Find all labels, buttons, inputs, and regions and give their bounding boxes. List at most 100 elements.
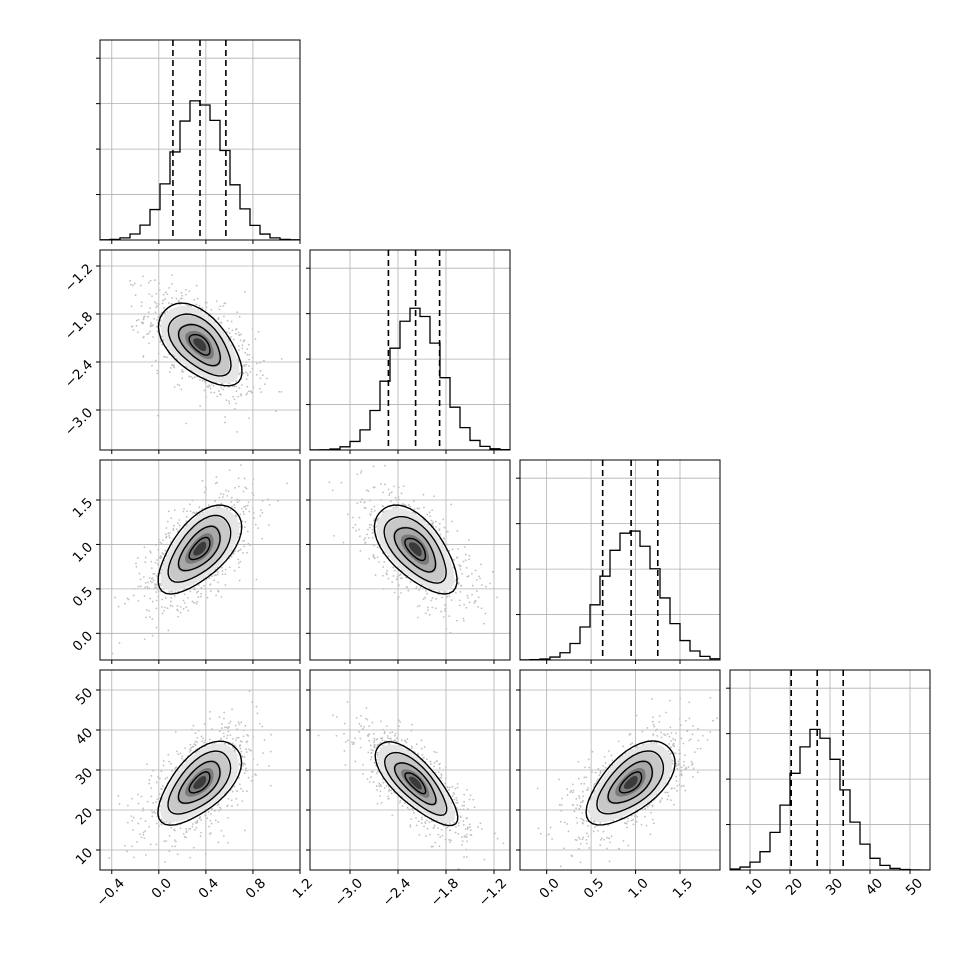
scatter-point: [242, 510, 245, 513]
scatter-point: [406, 738, 409, 741]
scatter-point: [176, 604, 179, 607]
scatter-point: [126, 804, 129, 807]
scatter-point: [586, 832, 588, 835]
scatter-point: [356, 473, 359, 476]
scatter-point: [398, 498, 400, 501]
scatter-point: [431, 509, 434, 512]
scatter-point: [578, 795, 580, 797]
scatter-point: [471, 584, 474, 587]
scatter-point: [154, 561, 157, 564]
scatter-point: [410, 818, 413, 820]
scatter-point: [159, 557, 162, 560]
scatter-point: [247, 734, 250, 737]
scatter-point: [195, 511, 198, 514]
scatter-point: [224, 302, 227, 305]
scatter-point: [217, 841, 220, 844]
scatter-point: [438, 845, 441, 847]
scatter-point: [356, 502, 359, 504]
scatter-point: [444, 607, 447, 610]
scatter-point: [151, 581, 153, 584]
scatter-point: [369, 758, 372, 761]
scatter-point: [448, 595, 451, 598]
scatter-point: [173, 524, 175, 527]
scatter-point: [465, 848, 468, 851]
scatter-point: [226, 805, 228, 808]
scatter-point: [150, 795, 153, 798]
scatter-point: [244, 763, 247, 766]
scatter-point: [239, 371, 242, 374]
scatter-point: [679, 697, 682, 700]
scatter-point: [679, 724, 682, 727]
scatter-point: [420, 739, 423, 742]
scatter-point: [441, 834, 444, 837]
scatter-point: [181, 377, 184, 380]
scatter-point: [373, 745, 375, 748]
scatter-point: [181, 755, 184, 758]
scatter-point: [218, 730, 221, 733]
scatter-point: [224, 742, 226, 745]
scatter-point: [456, 782, 459, 785]
scatter-point: [226, 331, 228, 334]
scatter-point: [139, 578, 142, 581]
scatter-point: [189, 590, 192, 593]
scatter-point: [143, 546, 146, 549]
scatter-point: [239, 560, 242, 563]
scatter-point: [227, 386, 230, 388]
scatter-point: [154, 359, 157, 362]
scatter-point: [130, 325, 133, 328]
scatter-point: [462, 560, 465, 563]
scatter-point: [142, 576, 145, 578]
scatter-point: [466, 870, 468, 872]
scatter-point: [370, 751, 373, 754]
scatter-point: [248, 353, 251, 356]
scatter-point: [192, 724, 195, 727]
scatter-point: [162, 299, 164, 302]
scatter-point: [226, 734, 229, 737]
scatter-point: [407, 589, 410, 592]
hist-panel-p1: [306, 249, 511, 454]
scatter-point: [489, 582, 492, 585]
scatter-point: [156, 798, 159, 801]
scatter-point: [252, 506, 254, 509]
scatter-point: [137, 331, 139, 334]
scatter-point: [248, 417, 250, 420]
scatter-point: [129, 283, 132, 286]
scatter-point: [224, 726, 226, 729]
scatter-point: [238, 334, 241, 337]
scatter-point: [617, 740, 620, 743]
scatter-point: [157, 352, 160, 355]
scatter-point: [442, 518, 445, 521]
scatter-point: [149, 843, 152, 846]
scatter-point: [373, 739, 376, 742]
scatter-point: [468, 872, 470, 874]
scatter-point: [185, 831, 188, 834]
scatter-point: [248, 358, 251, 361]
scatter-point: [185, 422, 188, 425]
scatter-point: [483, 858, 486, 861]
density-fill: [193, 541, 207, 556]
scatter-point: [155, 822, 158, 825]
scatter-point: [161, 612, 164, 615]
scatter-point: [599, 772, 602, 774]
scatter-point: [358, 730, 360, 733]
scatter-point: [208, 825, 211, 828]
scatter-point: [132, 284, 134, 287]
scatter-point: [585, 820, 588, 823]
scatter-point: [221, 723, 223, 725]
scatter-point: [491, 570, 494, 573]
scatter-point: [361, 498, 363, 501]
scatter-point: [238, 387, 241, 390]
scatter-point: [236, 790, 238, 792]
scatter-point: [130, 305, 133, 308]
scatter-point: [388, 494, 391, 497]
scatter-point: [228, 332, 231, 335]
scatter-point: [185, 836, 187, 839]
scatter-point: [259, 377, 262, 380]
scatter-point: [175, 289, 178, 292]
scatter-point: [204, 814, 207, 817]
scatter-point: [138, 572, 141, 575]
scatter-point: [252, 736, 255, 738]
scatter-point: [225, 726, 228, 729]
scatter-point: [192, 512, 195, 514]
